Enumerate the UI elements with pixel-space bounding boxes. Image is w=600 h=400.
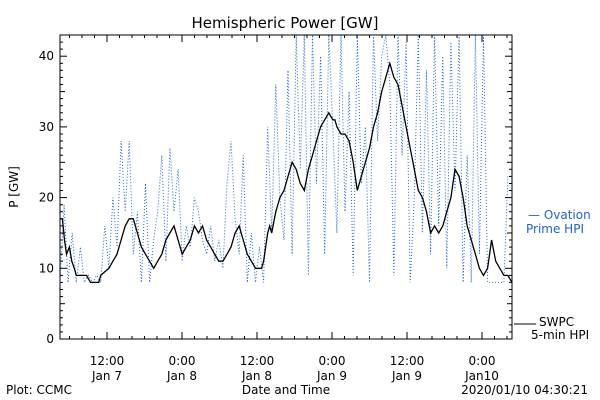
series-ovation-prime-line — [59, 34, 509, 285]
series-swpc-hpi-line — [60, 60, 513, 284]
x-tick-label-day: Jan 7 — [91, 369, 122, 383]
x-tick-label-time: 12:00 — [240, 354, 275, 368]
legend-swpc-hpi: SWPC 5-min HPI — [514, 315, 589, 342]
x-tick-label-time: 12:00 — [90, 354, 125, 368]
plot-timestamp: 2020/01/10 04:30:21 — [461, 383, 588, 397]
x-tick-label-time: 0:00 — [319, 354, 346, 368]
legend-ovation-line2: Prime HPI — [526, 222, 584, 236]
y-tick-label: 30 — [39, 120, 54, 134]
plot-frame — [59, 34, 513, 340]
x-tick-label-time: 0:00 — [469, 354, 496, 368]
x-tick-label-day: Jan 8 — [166, 369, 197, 383]
x-tick-label-time: 0:00 — [169, 354, 196, 368]
x-tick-label-day: Jan10 — [464, 369, 499, 383]
x-tick-label-day: Jan 8 — [241, 369, 272, 383]
y-axis: 0 10 20 30 40 — [39, 34, 512, 346]
x-tick-label-time: 12:00 — [390, 354, 425, 368]
y-tick-label: 40 — [39, 49, 54, 63]
legend-ovation-prime: — Ovation Prime HPI — [526, 208, 591, 236]
legend-swpc-line2: 5-min HPI — [531, 328, 589, 342]
y-tick-label: 10 — [39, 261, 54, 275]
x-tick-label-day: Jan 9 — [316, 369, 347, 383]
series-layer — [59, 34, 513, 285]
plot-credit: Plot: CCMC — [6, 383, 72, 397]
x-axis-label: Date and Time — [242, 383, 330, 397]
y-axis-label: P [GW] — [7, 166, 21, 208]
legend-swpc-line1: SWPC — [539, 315, 574, 329]
y-tick-label: 0 — [46, 332, 54, 346]
x-tick-label-day: Jan 9 — [391, 369, 422, 383]
y-tick-label: 20 — [39, 191, 54, 205]
chart-title: Hemispheric Power [GW] — [192, 14, 379, 32]
legend-ovation-line1: — Ovation — [528, 208, 591, 222]
